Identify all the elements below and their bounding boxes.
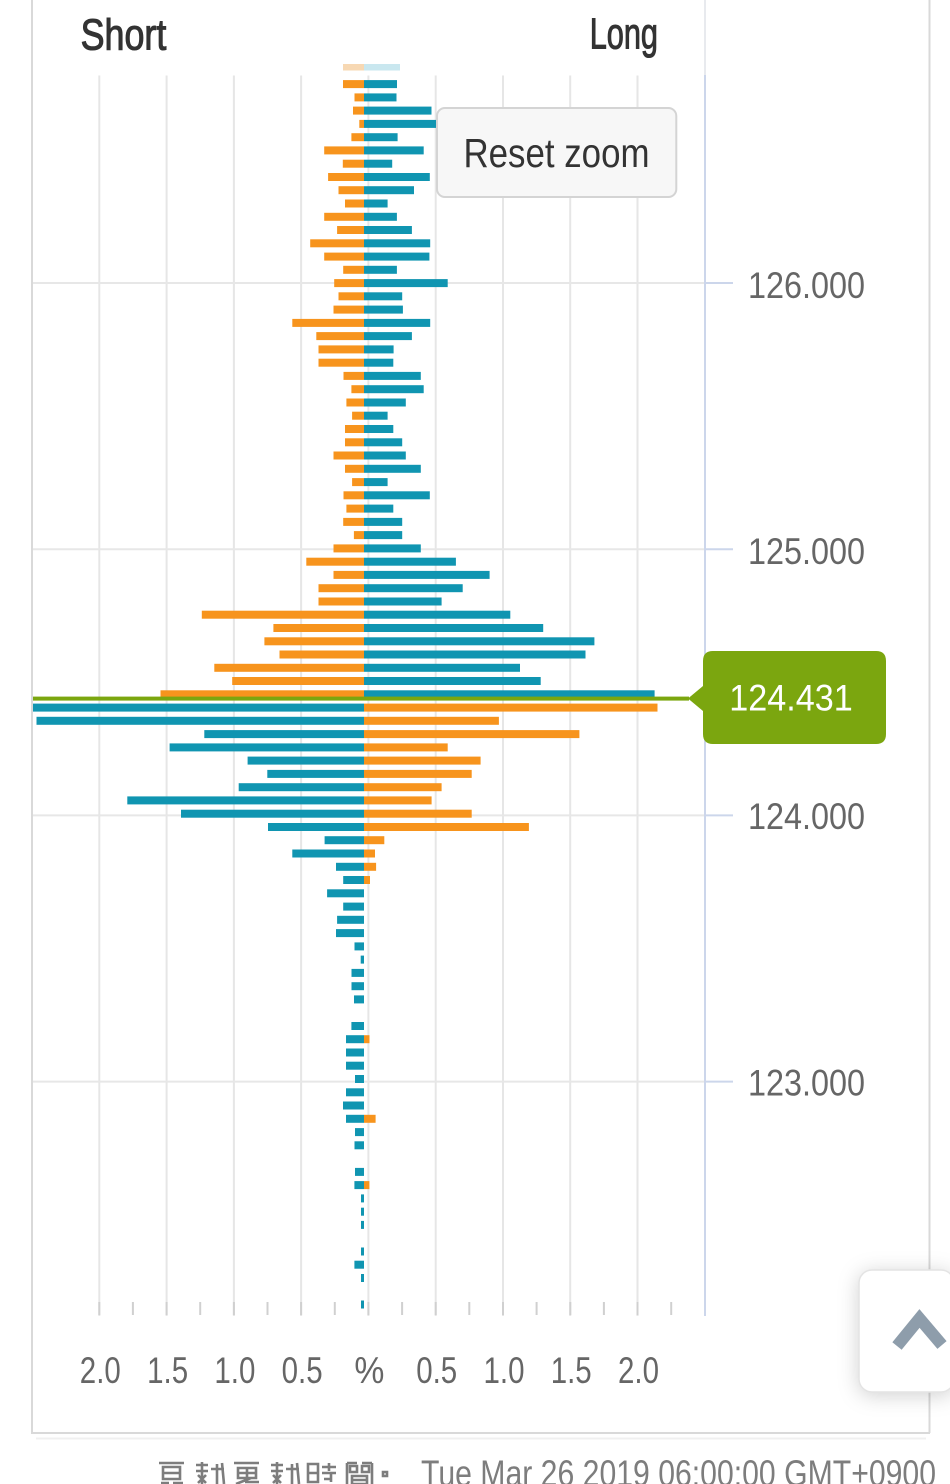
svg-text:0.5: 0.5 (416, 1350, 457, 1391)
svg-text:1.0: 1.0 (214, 1350, 255, 1391)
svg-text:2.0: 2.0 (618, 1350, 659, 1391)
svg-text:Reset zoom: Reset zoom (464, 130, 650, 176)
svg-text:1.5: 1.5 (551, 1350, 592, 1391)
svg-text:0.5: 0.5 (282, 1350, 323, 1391)
svg-text:126.000: 126.000 (748, 265, 865, 306)
svg-text:124.431: 124.431 (729, 678, 853, 719)
svg-text:Long: Long (590, 10, 658, 59)
svg-text:1.0: 1.0 (484, 1350, 525, 1391)
svg-text:Short: Short (81, 11, 167, 60)
svg-text:2.0: 2.0 (80, 1350, 121, 1391)
svg-text:1.5: 1.5 (147, 1350, 188, 1391)
svg-text:123.000: 123.000 (748, 1063, 865, 1104)
svg-text:Tue Mar 26 2019 06:00:00 GMT+0: Tue Mar 26 2019 06:00:00 GMT+0900 (421, 1453, 936, 1484)
svg-text:124.000: 124.000 (748, 796, 865, 837)
svg-text:%: % (354, 1350, 384, 1391)
svg-text:125.000: 125.000 (748, 531, 865, 572)
